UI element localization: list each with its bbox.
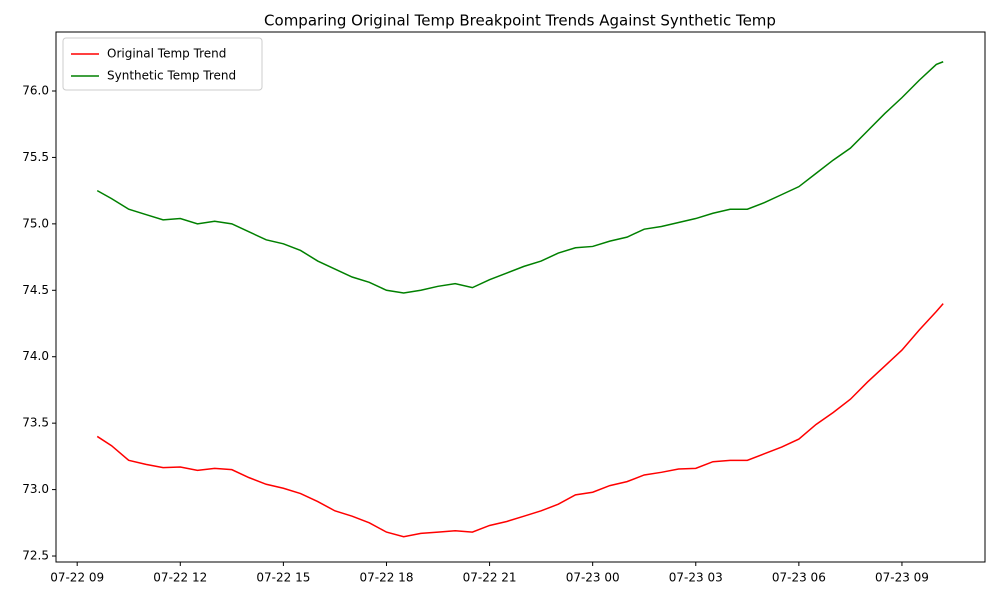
legend-label: Original Temp Trend bbox=[107, 47, 226, 61]
x-tick-label: 07-22 18 bbox=[360, 571, 414, 585]
data-line bbox=[96, 303, 944, 538]
chart-title: Comparing Original Temp Breakpoint Trend… bbox=[264, 12, 776, 30]
y-tick-label: 73.0 bbox=[22, 482, 49, 496]
x-tick-label: 07-23 09 bbox=[875, 571, 929, 585]
x-tick-label: 07-23 06 bbox=[772, 571, 826, 585]
x-tick-label: 07-22 12 bbox=[153, 571, 207, 585]
legend-label: Synthetic Temp Trend bbox=[107, 69, 236, 83]
plot-frame bbox=[55, 31, 986, 563]
legend-box bbox=[62, 37, 263, 91]
y-tick-label: 72.5 bbox=[22, 549, 49, 563]
x-tick-label: 07-22 09 bbox=[50, 571, 104, 585]
y-tick-label: 75.0 bbox=[22, 216, 49, 230]
data-line bbox=[96, 61, 944, 294]
y-tick-label: 75.5 bbox=[22, 150, 49, 164]
x-tick-label: 07-23 03 bbox=[669, 571, 723, 585]
x-tick-label: 07-22 15 bbox=[256, 571, 310, 585]
y-tick-label: 73.5 bbox=[22, 416, 49, 430]
x-tick-label: 07-23 00 bbox=[566, 571, 620, 585]
y-tick-label: 74.5 bbox=[22, 283, 49, 297]
y-tick-label: 74.0 bbox=[22, 349, 49, 363]
y-tick-label: 76.0 bbox=[22, 83, 49, 97]
x-tick-label: 07-22 21 bbox=[463, 571, 517, 585]
